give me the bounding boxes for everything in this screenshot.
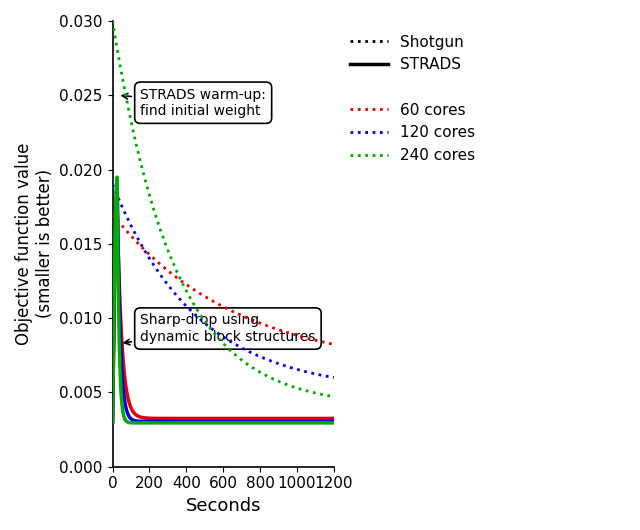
Y-axis label: Objective function value
(smaller is better): Objective function value (smaller is bet… (15, 143, 54, 345)
Legend: Shotgun, STRADS, , 60 cores, 120 cores, 240 cores: Shotgun, STRADS, , 60 cores, 120 cores, … (344, 29, 481, 169)
X-axis label: Seconds: Seconds (186, 497, 261, 515)
Text: STRADS warm-up:
find initial weight: STRADS warm-up: find initial weight (122, 87, 266, 118)
Text: Sharp-drop using
dynamic block structures: Sharp-drop using dynamic block structure… (124, 313, 316, 345)
